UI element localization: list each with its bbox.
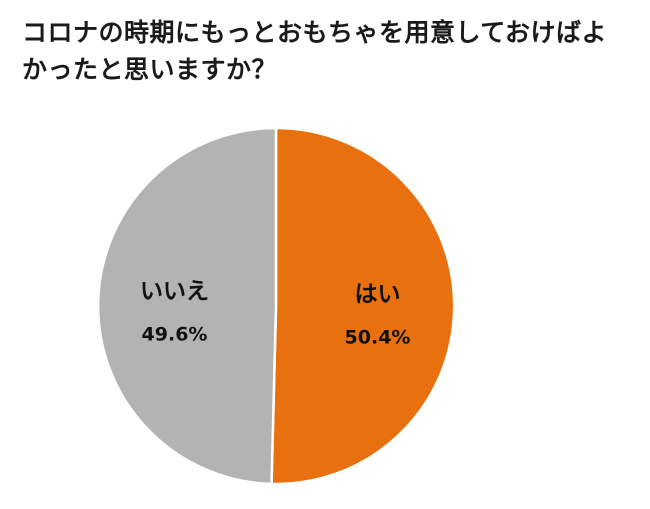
pie-slice-1	[270, 126, 456, 486]
pie-slice-2	[96, 126, 278, 486]
pie-labels: はい 50.4% いいえ 49.6%	[140, 279, 410, 349]
chart-title: コロナの時期にもっとおもちゃを用意しておけばよかったと思いますか？	[22, 18, 608, 84]
pie-slices	[96, 126, 456, 486]
slice-category-label-2: いいえ	[140, 279, 209, 305]
slice-value-label-2: 49.6%	[142, 324, 208, 346]
slice-value-label-1: 50.4%	[345, 326, 411, 348]
slice-category-label-1: はい	[355, 281, 401, 307]
